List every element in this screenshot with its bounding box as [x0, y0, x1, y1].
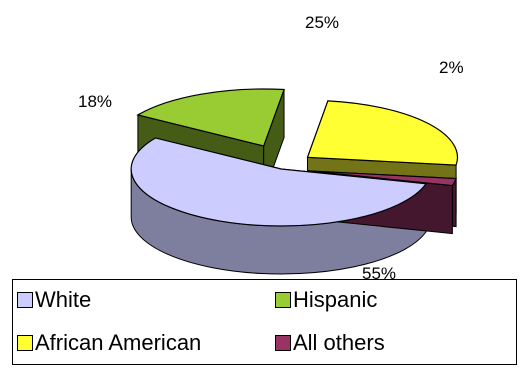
data-label-all-others: 2%: [439, 58, 464, 77]
pie-slice-african-american: [306, 100, 459, 166]
pie-slice-hispanic: [136, 88, 285, 147]
legend-label-hispanic: Hispanic: [293, 287, 378, 312]
chart-legend: White Hispanic African American All othe…: [12, 279, 517, 365]
legend-swatch-hispanic: [275, 292, 291, 308]
legend-item-hispanic: Hispanic: [275, 287, 377, 313]
pie-slice-all-others: [307, 170, 457, 187]
data-label-white: 55%: [362, 264, 396, 283]
legend-swatch-all-others: [275, 335, 291, 351]
legend-label-african-american: African American: [35, 330, 202, 355]
legend-item-all-others: All others: [275, 330, 385, 356]
pie-slice-white: [130, 137, 428, 227]
legend-item-white: White: [17, 287, 91, 313]
data-label-hispanic: 18%: [78, 92, 112, 111]
legend-swatch-white: [17, 292, 33, 308]
legend-label-all-others: All others: [293, 330, 385, 355]
legend-swatch-african-american: [17, 335, 33, 351]
legend-item-african-american: African American: [17, 330, 201, 356]
data-label-african-american: 25%: [305, 13, 339, 32]
legend-label-white: White: [35, 287, 92, 312]
